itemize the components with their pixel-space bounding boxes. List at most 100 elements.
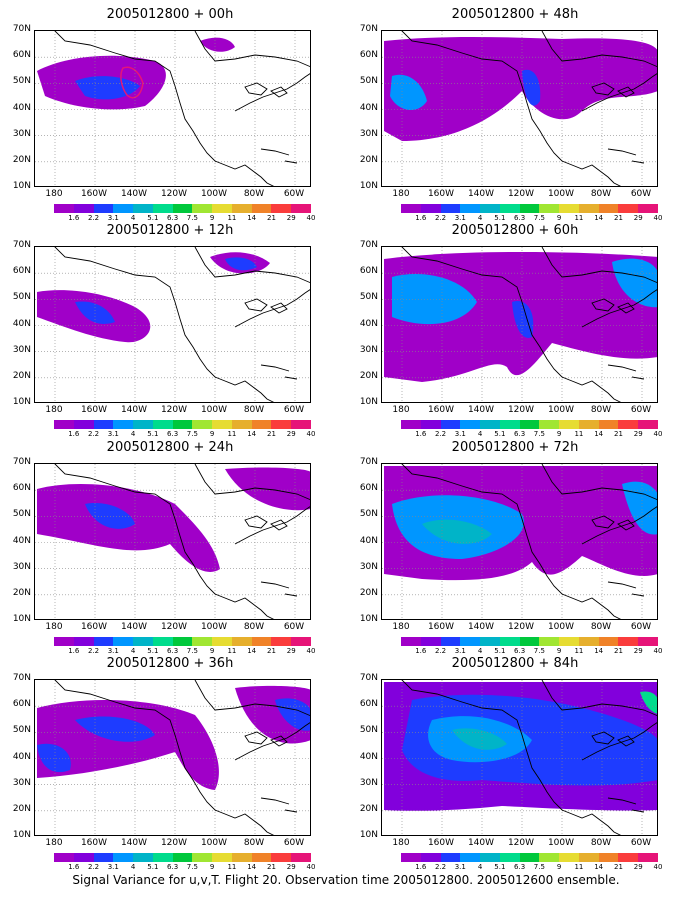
coastline — [607, 797, 645, 813]
colorbar-label: 11 — [574, 863, 584, 871]
colorbar-label: 40 — [306, 647, 316, 655]
coastline — [260, 364, 298, 380]
longitude-label: 160W — [80, 405, 108, 415]
variance-map — [34, 679, 311, 836]
colorbar-swatch — [212, 637, 232, 646]
colorbar-swatch — [152, 420, 173, 429]
latitude-label: 60N — [12, 50, 31, 61]
latitude-label: 50N — [12, 725, 31, 736]
colorbar-label: 29 — [286, 214, 296, 222]
longitude-label: 80W — [243, 189, 265, 199]
colorbar-label: 6.3 — [167, 430, 179, 438]
latitude-label: 20N — [359, 154, 378, 165]
colorbar-label: 5.1 — [147, 214, 159, 222]
colorbar-label: 4 — [477, 430, 483, 438]
colorbar-label: 21 — [266, 430, 276, 438]
latitude-label: 30N — [359, 777, 378, 788]
colorbar-label: 40 — [306, 430, 316, 438]
colorbar — [54, 853, 311, 862]
colorbar-label: 3.1 — [107, 863, 119, 871]
coastline — [607, 148, 645, 164]
colorbar-label: 4 — [130, 214, 136, 222]
longitude-label: 80W — [590, 405, 612, 415]
colorbar-swatch — [578, 204, 599, 213]
colorbar-swatch — [231, 637, 252, 646]
variance-contour — [275, 698, 310, 731]
longitude-label: 180 — [45, 405, 63, 415]
colorbar-label: 9 — [209, 430, 215, 438]
longitude-label: 120W — [160, 838, 188, 848]
colorbar-label: 2.2 — [434, 647, 447, 655]
colorbar-label: 9 — [556, 430, 562, 438]
latitude-label: 10N — [12, 181, 31, 191]
colorbar-label: 11 — [227, 430, 237, 438]
variance-contour — [200, 37, 235, 52]
coastline — [401, 680, 657, 835]
colorbar-label: 21 — [266, 863, 276, 871]
coastline — [591, 515, 635, 531]
latitude-label: 60N — [12, 483, 31, 494]
colorbar-swatch — [638, 420, 658, 429]
longitude-label: 60W — [630, 405, 652, 415]
colorbar-label: 14 — [594, 214, 604, 222]
coastline — [244, 82, 288, 98]
colorbar-swatch — [460, 853, 481, 862]
variance-contour — [612, 258, 657, 308]
longitude-label: 80W — [590, 838, 612, 848]
latitude-label: 50N — [12, 76, 31, 87]
colorbar-swatch — [251, 204, 272, 213]
latitude-label: 20N — [12, 154, 31, 165]
colorbar — [401, 853, 658, 862]
colorbar-label: 40 — [306, 863, 316, 871]
colorbar-swatch — [54, 853, 74, 862]
colorbar-label: 40 — [653, 214, 663, 222]
colorbar-label: 21 — [613, 214, 623, 222]
coastline — [607, 364, 645, 380]
colorbar-swatch — [598, 204, 619, 213]
latitude-label: 30N — [12, 561, 31, 572]
colorbar-label: 5.1 — [494, 863, 506, 871]
colorbar-swatch — [618, 637, 639, 646]
colorbar-label: 4 — [477, 863, 483, 871]
colorbar-swatch — [113, 420, 134, 429]
longitude-label: 60W — [283, 405, 305, 415]
latitude-label: 70N — [12, 673, 31, 683]
latitude-label: 50N — [359, 76, 378, 87]
longitude-label: 140W — [467, 838, 495, 848]
colorbar-swatch — [133, 853, 153, 862]
coastline — [54, 247, 310, 402]
colorbar-swatch — [559, 853, 579, 862]
latitude-label: 20N — [359, 587, 378, 598]
colorbar-label: 7.5 — [533, 863, 545, 871]
colorbar-swatch — [212, 204, 232, 213]
longitude-label: 160W — [427, 838, 455, 848]
coastline — [591, 82, 635, 98]
colorbar-swatch — [598, 853, 619, 862]
longitude-label: 100W — [547, 189, 575, 199]
colorbar-swatch — [578, 853, 599, 862]
colorbar-label: 9 — [556, 863, 562, 871]
longitude-label: 160W — [427, 189, 455, 199]
longitude-label: 160W — [80, 622, 108, 632]
colorbar-label: 3.1 — [454, 647, 466, 655]
colorbar-swatch — [519, 853, 540, 862]
longitude-label: 180 — [45, 622, 63, 632]
latitude-label: 50N — [12, 509, 31, 520]
variance-contour — [37, 484, 220, 572]
colorbar-swatch — [93, 637, 114, 646]
latitude-label: 10N — [359, 181, 378, 191]
longitude-label: 100W — [200, 622, 228, 632]
latitude-label: 10N — [12, 830, 31, 840]
variance-contour — [452, 728, 507, 750]
colorbar-swatch — [73, 853, 94, 862]
variance-contour — [85, 503, 135, 529]
colorbar-swatch — [598, 637, 619, 646]
colorbar-swatch — [192, 420, 213, 429]
colorbar-swatch — [172, 853, 193, 862]
colorbar-swatch — [480, 204, 500, 213]
latitude-label: 40N — [359, 535, 378, 546]
colorbar-swatch — [133, 204, 153, 213]
colorbar-swatch — [420, 204, 441, 213]
latitude-label: 50N — [359, 725, 378, 736]
colorbar-swatch — [231, 420, 252, 429]
